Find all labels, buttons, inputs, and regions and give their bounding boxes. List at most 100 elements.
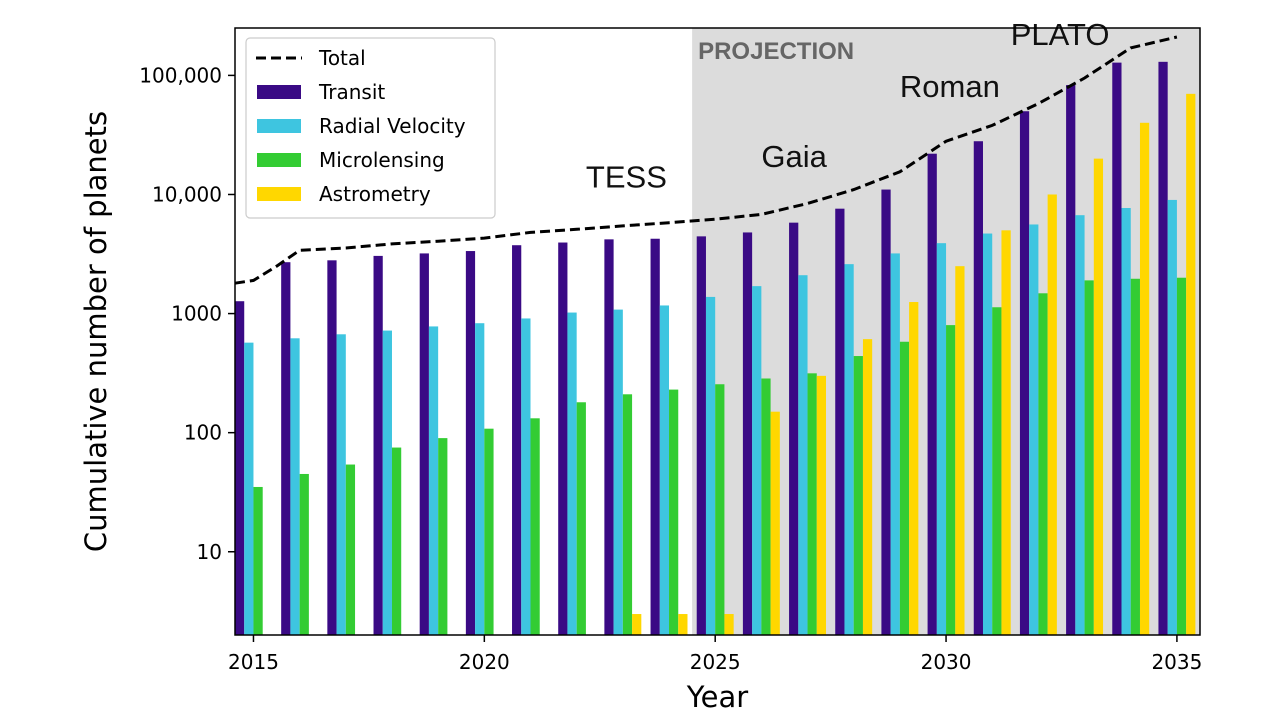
y-axis-title: Cumulative number of planets — [79, 111, 113, 552]
y-axis-ticks: 10 100 1000 10,000 100,000 — [139, 63, 235, 564]
bar-microlensing-2033 — [1084, 280, 1094, 635]
bar-radial-velocity-2035 — [1167, 199, 1177, 635]
legend-label-transit: Transit — [318, 80, 385, 104]
legend-label-astrometry: Astrometry — [319, 182, 431, 206]
bar-microlensing-2025 — [715, 384, 725, 635]
legend-box — [245, 37, 496, 219]
bar-microlensing-2030 — [946, 325, 956, 635]
bar-transit-2032 — [1019, 111, 1030, 635]
annotation-gaia: Gaia — [761, 139, 827, 174]
bar-microlensing-2018 — [391, 447, 402, 635]
legend-swatch-microlensing — [257, 153, 301, 167]
bar-transit-2015 — [235, 301, 245, 635]
x-axis-ticks: 2015 2020 2025 2030 2035 — [228, 635, 1202, 674]
legend-swatch-transit — [257, 85, 301, 99]
bar-transit-2023 — [604, 239, 614, 635]
bar-microlensing-2016 — [299, 473, 309, 635]
bar-microlensing-2023 — [622, 394, 633, 635]
bar-astrometry-2028 — [862, 339, 873, 635]
bar-microlensing-2028 — [853, 356, 863, 635]
bar-radial-velocity-2028 — [844, 264, 854, 635]
bar-microlensing-2015 — [253, 486, 263, 635]
projection-label: PROJECTION — [698, 38, 854, 65]
y-tick-label: 10 — [197, 540, 222, 564]
y-tick-label: 1000 — [171, 302, 222, 326]
bar-radial-velocity-2016 — [290, 338, 300, 635]
bar-transit-2029 — [881, 189, 891, 635]
bar-transit-2030 — [927, 153, 937, 635]
x-tick-label: 2035 — [1151, 650, 1202, 674]
bar-microlensing-2024 — [669, 389, 679, 635]
bar-transit-2017 — [327, 260, 337, 635]
x-tick-label: 2025 — [690, 650, 741, 674]
bar-radial-velocity-2032 — [1029, 224, 1039, 636]
bar-transit-2019 — [419, 253, 429, 635]
legend-label-radial-velocity: Radial Velocity — [319, 114, 466, 138]
bar-radial-velocity-2015 — [244, 342, 254, 635]
bar-astrometry-2031 — [1001, 230, 1011, 636]
annotation-roman: Roman — [900, 69, 1000, 104]
bar-astrometry-2032 — [1047, 194, 1057, 635]
bar-microlensing-2029 — [899, 341, 910, 635]
bar-transit-2024 — [650, 238, 660, 635]
bar-microlensing-2022 — [576, 402, 586, 635]
bar-microlensing-2027 — [807, 373, 817, 635]
bar-astrometry-2034 — [1139, 122, 1150, 635]
plot-frame — [234, 27, 1201, 636]
bar-microlensing-2031 — [992, 307, 1002, 635]
bar-transit-2035 — [1158, 61, 1168, 636]
legend-swatch-astrometry — [257, 187, 301, 201]
bar-microlensing-2026 — [761, 378, 771, 635]
bar-transit-2021 — [512, 245, 522, 635]
bar-transit-2028 — [835, 208, 845, 636]
annotation-tess: TESS — [586, 159, 667, 194]
bar-transit-2025 — [696, 236, 706, 635]
bar-radial-velocity-2026 — [752, 286, 762, 635]
bar-radial-velocity-2021 — [521, 318, 531, 635]
bar-radial-velocity-2025 — [705, 296, 716, 635]
bar-astrometry-2024 — [678, 614, 688, 635]
bar-radial-velocity-2019 — [428, 326, 439, 635]
bar-astrometry-2023 — [632, 614, 642, 635]
bar-microlensing-2017 — [345, 464, 356, 635]
bar-transit-2034 — [1112, 62, 1122, 636]
bar-transit-2018 — [373, 255, 383, 635]
bar-astrometry-2027 — [816, 375, 827, 635]
bar-radial-velocity-2017 — [336, 334, 346, 635]
bar-microlensing-2021 — [530, 418, 540, 635]
legend-label-microlensing: Microlensing — [319, 148, 445, 172]
mission-annotations: TESS Gaia Roman PLATO — [586, 17, 1110, 194]
bar-transit-2033 — [1066, 85, 1076, 636]
x-axis-title: Year — [686, 680, 748, 714]
y-tick-label: 100 — [184, 421, 222, 445]
bar-astrometry-2030 — [955, 266, 965, 635]
bar-radial-velocity-2031 — [982, 233, 993, 636]
bar-radial-velocity-2029 — [890, 253, 900, 635]
x-tick-label: 2015 — [228, 650, 279, 674]
bar-transit-2027 — [789, 222, 799, 635]
bar-astrometry-2029 — [909, 302, 919, 635]
bar-astrometry-2035 — [1186, 93, 1196, 635]
bar-radial-velocity-2027 — [798, 275, 808, 635]
bar-transit-2031 — [973, 141, 983, 636]
legend: Total Transit Radial Velocity Microlensi… — [245, 37, 496, 219]
bars-group — [235, 61, 1196, 636]
legend-label-total: Total — [318, 46, 366, 70]
bar-microlensing-2032 — [1038, 293, 1048, 635]
bar-radial-velocity-2023 — [613, 309, 623, 635]
y-tick-label: 100,000 — [139, 63, 222, 87]
bar-radial-velocity-2034 — [1121, 208, 1131, 635]
bar-radial-velocity-2022 — [567, 312, 577, 635]
bar-astrometry-2033 — [1093, 158, 1104, 636]
bar-microlensing-2019 — [438, 438, 448, 635]
annotation-plato: PLATO — [1011, 17, 1110, 52]
bar-transit-2022 — [558, 242, 568, 636]
total-line — [234, 35, 1178, 285]
bar-microlensing-2035 — [1176, 277, 1187, 635]
bar-radial-velocity-2024 — [659, 305, 670, 635]
bar-astrometry-2025 — [724, 614, 734, 635]
x-tick-label: 2030 — [921, 650, 972, 674]
y-tick-label: 10,000 — [152, 182, 222, 206]
bar-radial-velocity-2030 — [936, 243, 947, 636]
